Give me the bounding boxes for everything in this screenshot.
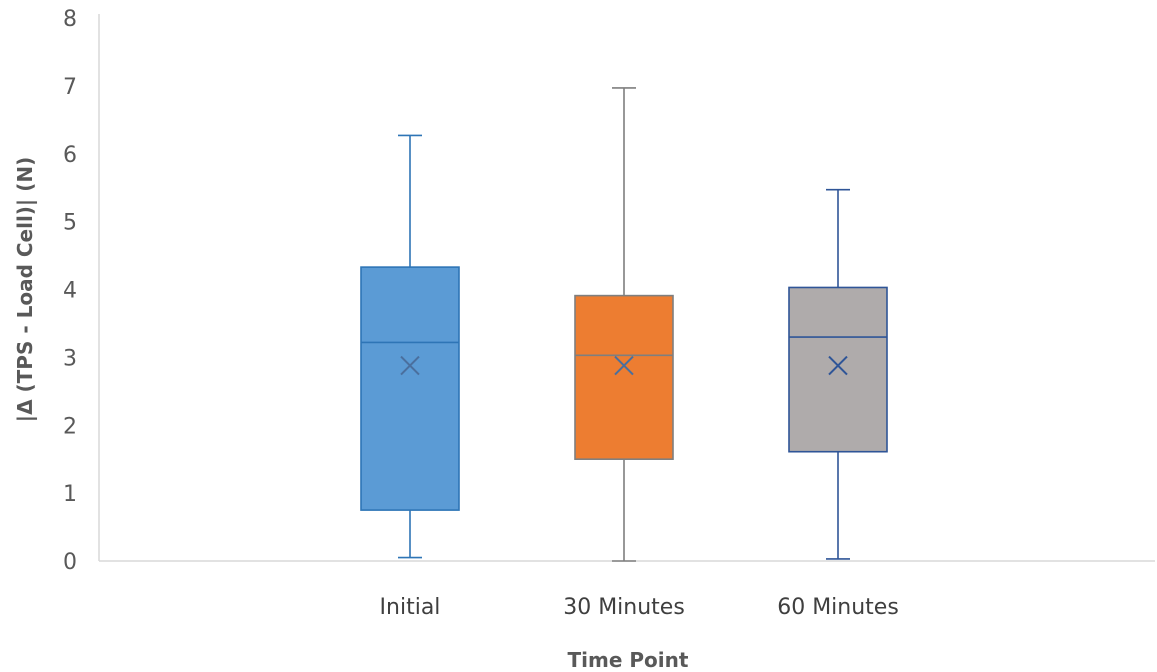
y-tick-label: 0 <box>63 550 77 575</box>
y-tick-label: 8 <box>63 7 77 32</box>
box-3 <box>788 188 888 560</box>
x-axis: Initial 30 Minutes 60 Minutes <box>99 560 1155 620</box>
y-tick-label: 1 <box>63 482 77 507</box>
x-axis-title: Time Point <box>568 648 689 672</box>
y-tick-label: 5 <box>63 211 77 236</box>
x-category-labels: Initial 30 Minutes 60 Minutes <box>380 595 899 620</box>
x-category-label: 60 Minutes <box>777 595 899 620</box>
box-2 <box>574 87 674 562</box>
iqr-box <box>360 266 460 511</box>
iqr-box <box>574 294 674 460</box>
y-tick-label: 4 <box>63 279 77 304</box>
y-axis-title: |Δ (TPS - Load Cell)| (N) <box>13 157 37 422</box>
y-tick-label: 6 <box>63 143 77 168</box>
y-tick-label: 2 <box>63 414 77 439</box>
mean-marker <box>614 355 634 376</box>
y-tick-label: 7 <box>63 75 77 100</box>
y-axis: 0 1 2 3 4 5 6 7 8 <box>63 7 100 575</box>
y-tick-labels: 0 1 2 3 4 5 6 7 8 <box>63 7 77 575</box>
box-1 <box>360 134 460 559</box>
mean-marker <box>828 355 848 376</box>
x-category-label: 30 Minutes <box>563 595 685 620</box>
x-category-label: Initial <box>380 595 441 620</box>
box-series <box>360 87 888 562</box>
iqr-box <box>788 286 888 453</box>
mean-marker <box>400 355 420 376</box>
y-tick-label: 3 <box>63 346 77 371</box>
